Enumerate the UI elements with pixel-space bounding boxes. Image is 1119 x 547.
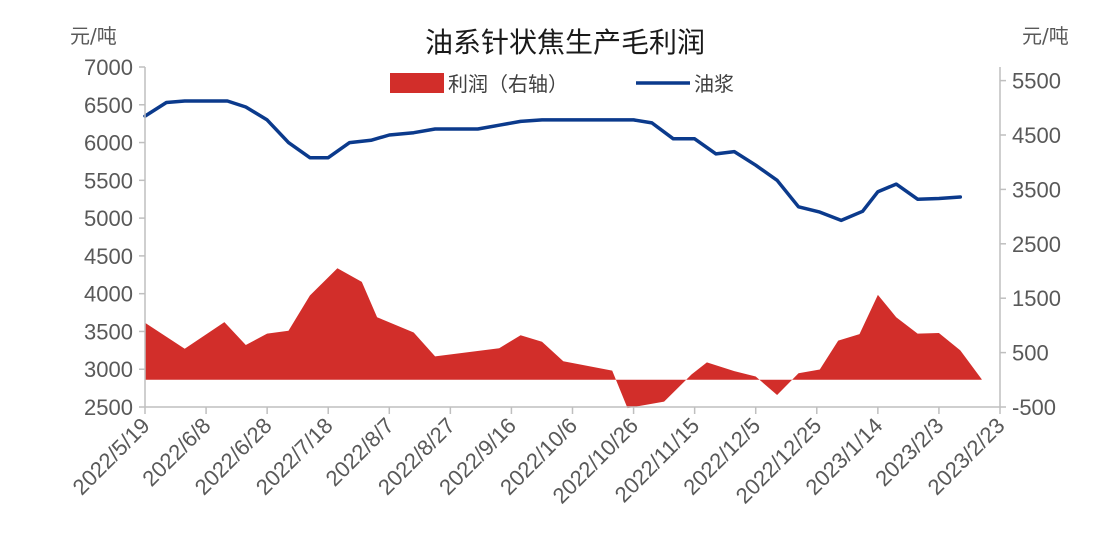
left-tick-label: 7000	[84, 55, 133, 80]
right-axis-unit: 元/吨	[1022, 24, 1069, 48]
left-tick-label: 6500	[84, 93, 133, 118]
right-tick-label: 1500	[1012, 286, 1061, 311]
right-tick-label: 5500	[1012, 69, 1061, 94]
chart-title: 油系针状焦生产毛利润	[425, 26, 705, 59]
left-tick-label: 4000	[84, 282, 133, 307]
left-tick-label: 5500	[84, 168, 133, 193]
legend-slurry-label: 油浆	[694, 72, 734, 96]
left-tick-label: 3500	[84, 319, 133, 344]
right-tick-label: -500	[1012, 395, 1056, 420]
x-tick-label: 2022/5/19	[68, 413, 155, 500]
left-tick-label: 2500	[84, 395, 133, 420]
right-tick-label: 500	[1012, 341, 1049, 366]
left-tick-label: 6000	[84, 131, 133, 156]
left-axis-unit: 元/吨	[70, 24, 117, 48]
left-tick-label: 3000	[84, 357, 133, 382]
right-tick-label: 4500	[1012, 123, 1061, 148]
profit-area	[145, 268, 982, 409]
right-tick-label: 3500	[1012, 177, 1061, 202]
legend-profit-swatch	[390, 73, 444, 93]
right-tick-label: 2500	[1012, 232, 1061, 257]
legend-profit-label: 利润（右轴）	[448, 72, 568, 96]
left-tick-label: 4500	[84, 244, 133, 269]
slurry-oil-line	[143, 99, 963, 223]
left-tick-label: 5000	[84, 206, 133, 231]
